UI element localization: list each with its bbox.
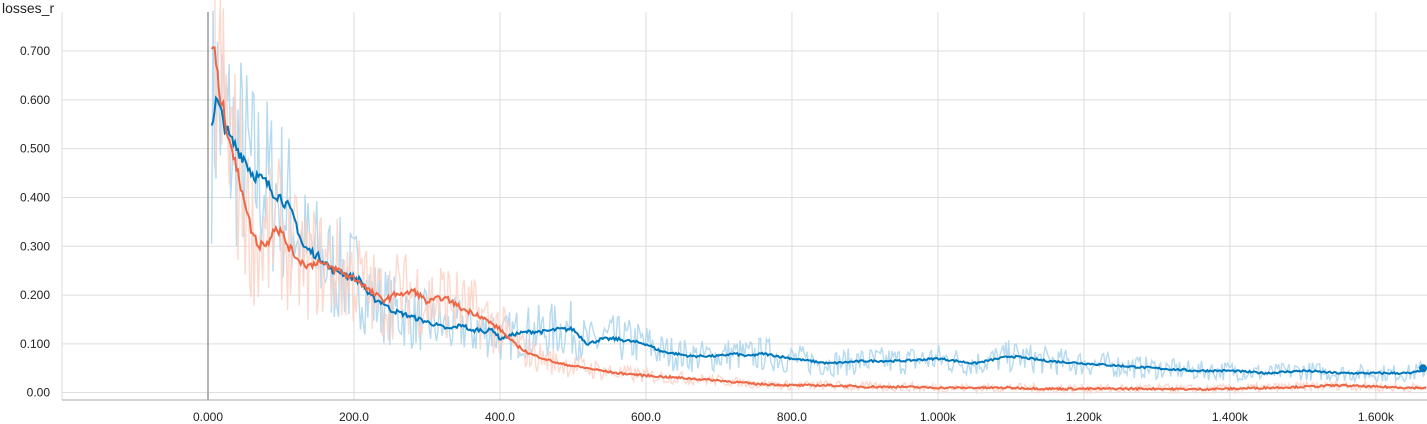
chart-title: losses_r <box>2 0 55 16</box>
series-line[interactable] <box>210 46 1427 392</box>
y-tick-label: 0.00 <box>27 386 51 400</box>
x-tick-label: 1.200k <box>1066 410 1103 424</box>
y-tick-label: 0.400 <box>20 190 50 204</box>
y-tick-label: 0.100 <box>20 337 50 351</box>
x-tick-label: 1.400k <box>1212 410 1249 424</box>
x-tick-label: 600.0 <box>631 410 661 424</box>
x-tick-label: 400.0 <box>485 410 515 424</box>
x-tick-label: 800.0 <box>777 410 807 424</box>
series-line[interactable] <box>210 95 1427 376</box>
x-tick-label: 0.000 <box>193 410 223 424</box>
x-tick-label: 200.0 <box>339 410 369 424</box>
y-tick-label: 0.300 <box>20 239 50 253</box>
y-tick-label: 0.200 <box>20 288 50 302</box>
y-tick-label: 0.600 <box>20 93 50 107</box>
x-tick-label: 1.600k <box>1358 410 1395 424</box>
axis-layer: 0.00 0.100 0.200 0.300 0.400 0.500 0.600 0.700 0… <box>20 12 1427 424</box>
raw-series-line <box>214 0 1427 396</box>
x-tick-label: 1.000k <box>920 410 957 424</box>
y-tick-label: 0.500 <box>20 142 50 156</box>
raw-series-layer <box>210 0 1427 396</box>
series-end-point[interactable] <box>1419 364 1427 373</box>
raw-series-line <box>210 10 1427 384</box>
y-tick-label: 0.700 <box>20 44 50 58</box>
smoothed-series-layer <box>210 46 1427 392</box>
